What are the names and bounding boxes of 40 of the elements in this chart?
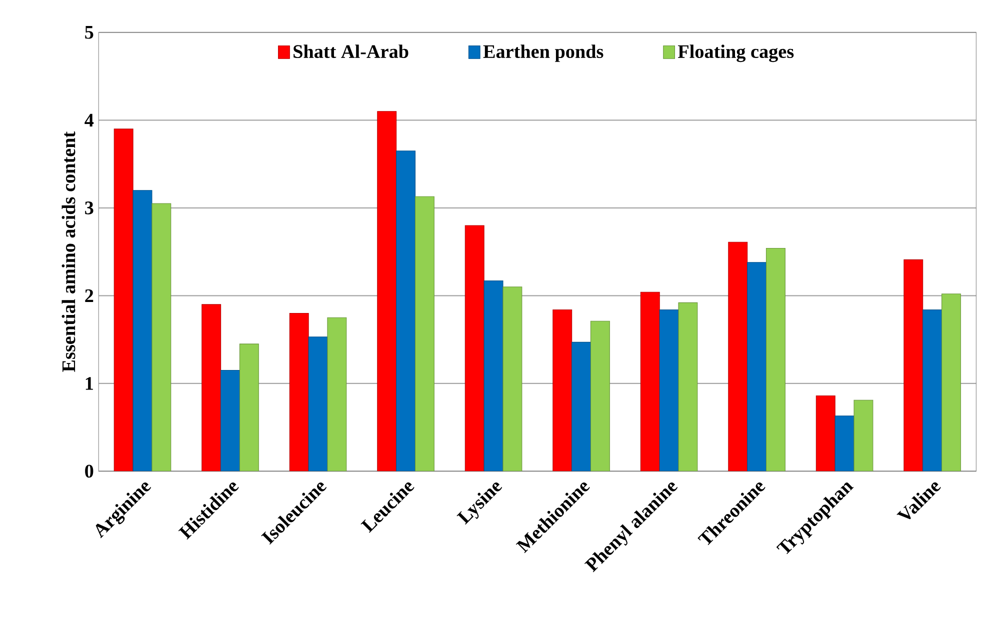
bar [766, 248, 786, 472]
bar [152, 204, 172, 472]
bar [941, 294, 961, 472]
legend-label: Earthen ponds [483, 44, 604, 62]
bar [327, 318, 347, 472]
bar [220, 370, 240, 472]
bar [904, 260, 924, 472]
bar [239, 344, 259, 472]
bar [678, 302, 698, 472]
bar [114, 128, 134, 472]
bar [922, 310, 942, 472]
bar [377, 111, 397, 472]
bar [659, 310, 679, 472]
bar [502, 286, 522, 472]
legend-label: Shatt Al-Arab [294, 44, 408, 58]
bar [464, 225, 484, 472]
bar [728, 242, 748, 472]
y-tick-label: 4 [84, 114, 94, 127]
bar [414, 196, 434, 472]
bar [308, 336, 328, 472]
bar [484, 280, 504, 472]
y-tick-label: 5 [85, 26, 94, 40]
bar [640, 292, 660, 472]
bar [552, 310, 572, 472]
y-tick-label: 1 [86, 377, 93, 390]
bar [572, 342, 591, 472]
bar [289, 313, 309, 472]
y-tick-label: 0 [85, 464, 94, 478]
bar [396, 150, 416, 472]
bar [747, 262, 767, 472]
bar [590, 321, 610, 472]
y-tick-label: 3 [85, 202, 94, 215]
legend-label: Floating cages [678, 44, 794, 62]
bar [132, 190, 152, 472]
bar [834, 416, 854, 472]
bar [816, 396, 836, 472]
y-tick-label: 2 [85, 290, 94, 302]
bar [202, 304, 222, 472]
bar [854, 400, 874, 472]
y-axis-title: Essential amino acids content [62, 132, 76, 372]
